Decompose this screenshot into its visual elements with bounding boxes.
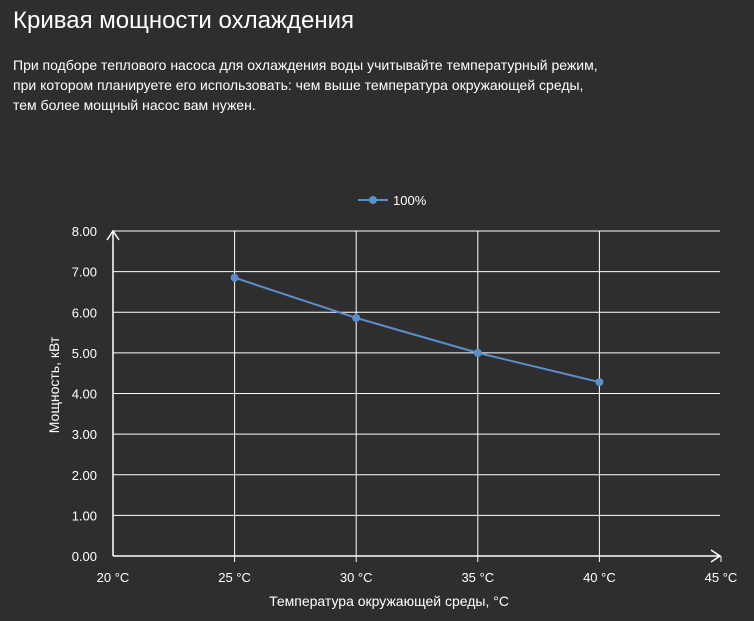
x-tick-label: 30 °C (340, 570, 373, 585)
y-tick-label: 3.00 (72, 427, 97, 442)
description: При подборе теплового насоса для охлажде… (13, 55, 633, 115)
y-tick-label: 1.00 (72, 508, 97, 523)
grid (113, 230, 722, 562)
page-title: Кривая мощности охлаждения (13, 7, 354, 34)
description-line: тем более мощный насос вам нужен. (13, 97, 256, 113)
y-axis-arrow-icon (106, 229, 120, 241)
series-line (234, 276, 600, 384)
y-tick-label: 6.00 (72, 305, 97, 320)
x-axis-arrow-icon (710, 549, 722, 563)
y-tick-label: 8.00 (72, 224, 97, 239)
data-point (230, 273, 239, 282)
y-tick-label: 7.00 (72, 265, 97, 280)
y-tick-label: 5.00 (72, 346, 97, 361)
x-tick-label: 40 °C (583, 570, 616, 585)
y-tick-label: 0.00 (72, 549, 97, 564)
axes (106, 229, 722, 563)
data-point (473, 348, 482, 357)
description-line: При подборе теплового насоса для охлажде… (13, 57, 598, 73)
legend: 100% (358, 193, 427, 208)
description-line: при котором планируете его использовать:… (13, 77, 584, 93)
x-tick-label: 25 °C (218, 570, 251, 585)
x-tick-label: 20 °C (97, 570, 130, 585)
y-axis-label: Мощность, кВт (46, 336, 62, 433)
data-point (352, 313, 361, 322)
data-point (595, 378, 604, 387)
legend-marker (369, 196, 377, 204)
tick-labels: 0.00 1.00 2.00 3.00 4.00 5.00 6.00 7.00 8.00 20 °… (72, 224, 738, 585)
series (230, 273, 604, 387)
legend-label: 100% (393, 193, 427, 208)
x-tick-label: 35 °C (461, 570, 494, 585)
x-tick-label: 45 °C (705, 570, 738, 585)
y-tick-label: 4.00 (72, 387, 97, 402)
x-axis-label: Температура окружающей среды, °C (269, 593, 509, 609)
y-tick-label: 2.00 (72, 468, 97, 483)
